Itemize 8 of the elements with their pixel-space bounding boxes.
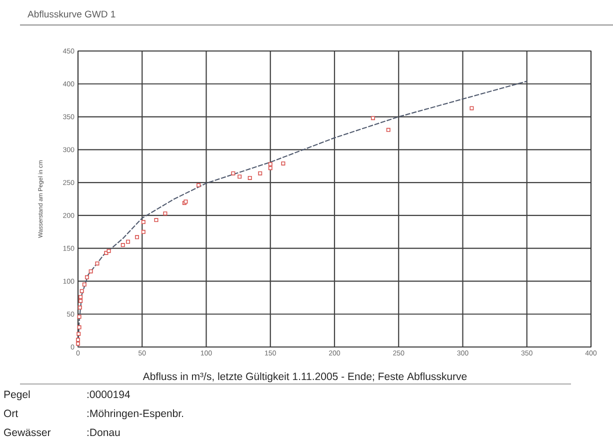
text: Ort [4, 410, 18, 418]
text: :Möhringen-Espenbr. [87, 409, 184, 420]
x-axis-title: Abfluss in m³/s, letzte Gültigkeit 1.11.2005 - Ende; Feste Abflusskurve [142, 372, 467, 382]
chart-title: Abflusskurve GWD 1 [28, 10, 116, 18]
text: :0000194 [87, 390, 130, 398]
text: Pegel [4, 390, 30, 400]
text: Gewässer [4, 428, 51, 436]
text: :Donau [87, 428, 120, 436]
